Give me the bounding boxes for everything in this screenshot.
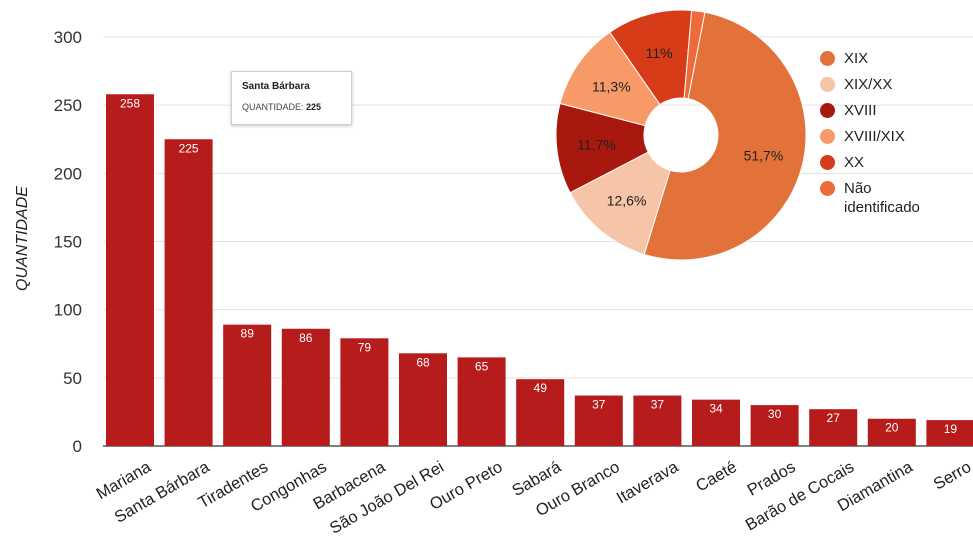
- bar[interactable]: [106, 94, 154, 446]
- pie-slice-label: 11%: [646, 45, 673, 61]
- legend-label: Não identificado: [844, 180, 920, 216]
- legend-swatch: [820, 181, 835, 196]
- bar[interactable]: [574, 395, 623, 446]
- y-tick-label: 200: [54, 164, 82, 183]
- pie-slice-label: 12,6%: [607, 192, 647, 208]
- legend-swatch: [820, 155, 835, 170]
- legend-swatch: [820, 103, 835, 118]
- legend-item[interactable]: XIX/XX: [820, 75, 970, 101]
- bar[interactable]: [633, 395, 682, 446]
- y-tick-label: 100: [54, 301, 82, 320]
- bar-value-label: 34: [709, 402, 723, 416]
- legend-item[interactable]: XVIII/XIX: [820, 127, 970, 153]
- legend-swatch: [820, 129, 835, 144]
- bar[interactable]: [809, 409, 858, 446]
- legend-swatch: [820, 51, 835, 66]
- bar-value-label: 86: [299, 331, 313, 345]
- bar[interactable]: [399, 353, 447, 446]
- legend-item[interactable]: XIX: [820, 49, 970, 75]
- tooltip: Santa Bárbara QUANTIDADE: 225: [231, 71, 352, 125]
- bar-value-label: 258: [120, 96, 140, 110]
- legend-item[interactable]: XVIII: [820, 101, 970, 127]
- bar-value-label: 49: [534, 381, 548, 395]
- legend-label: XX: [844, 154, 865, 171]
- legend-label: XVIII: [844, 102, 877, 119]
- tooltip-label: QUANTIDADE:: [242, 102, 304, 112]
- bar-value-label: 79: [358, 340, 372, 354]
- pie-slice[interactable]: [569, 151, 671, 256]
- bar[interactable]: [867, 418, 916, 446]
- tooltip-title: Santa Bárbara: [242, 81, 310, 92]
- bar[interactable]: [340, 338, 389, 446]
- bar[interactable]: [223, 324, 272, 446]
- bar[interactable]: [164, 139, 213, 446]
- tooltip-row: QUANTIDADE: 225: [242, 102, 341, 112]
- pie-legend: XIX XIX/XX XVIII XVIII/XIX XX Não identificad…: [820, 49, 970, 223]
- y-tick-label: 50: [63, 369, 82, 388]
- bar-value-label: 89: [241, 327, 255, 341]
- pie-slice[interactable]: [643, 11, 807, 261]
- bar-value-label: 37: [592, 398, 606, 412]
- bar[interactable]: [281, 328, 330, 446]
- legend-item[interactable]: XX: [820, 153, 970, 179]
- bar-value-label: 20: [885, 421, 899, 435]
- y-tick-label: 150: [54, 233, 82, 252]
- bar-value-label: 65: [475, 359, 489, 373]
- bar-value-label: 30: [768, 407, 782, 421]
- legend-swatch: [820, 77, 835, 92]
- pie-slice[interactable]: [683, 9, 706, 100]
- bar[interactable]: [457, 357, 506, 446]
- pie-slice-label: 11,3%: [592, 78, 631, 94]
- bar[interactable]: [516, 379, 565, 446]
- legend-label: XIX: [844, 50, 869, 67]
- pie-slice-label: 11,7%: [577, 137, 616, 153]
- y-tick-label: 0: [73, 437, 82, 456]
- bar-value-label: 19: [944, 422, 958, 436]
- y-tick-label: 300: [54, 28, 82, 47]
- y-axis-label: QUANTIDADE: [14, 186, 31, 291]
- bar-value-label: 37: [651, 398, 665, 412]
- y-tick-label: 250: [54, 96, 82, 115]
- legend-label: XIX/XX: [844, 76, 893, 93]
- legend-item[interactable]: Não identificado: [820, 179, 970, 223]
- bar[interactable]: [750, 405, 799, 446]
- bar[interactable]: [692, 399, 740, 446]
- tooltip-value: 225: [306, 102, 322, 112]
- bar[interactable]: [926, 420, 973, 446]
- legend-label: XVIII/XIX: [844, 128, 905, 145]
- bar-value-label: 68: [416, 355, 430, 369]
- bar-value-label: 27: [827, 411, 841, 425]
- bar-value-label: 225: [179, 141, 199, 155]
- pie-slice-label: 51,7%: [744, 148, 784, 164]
